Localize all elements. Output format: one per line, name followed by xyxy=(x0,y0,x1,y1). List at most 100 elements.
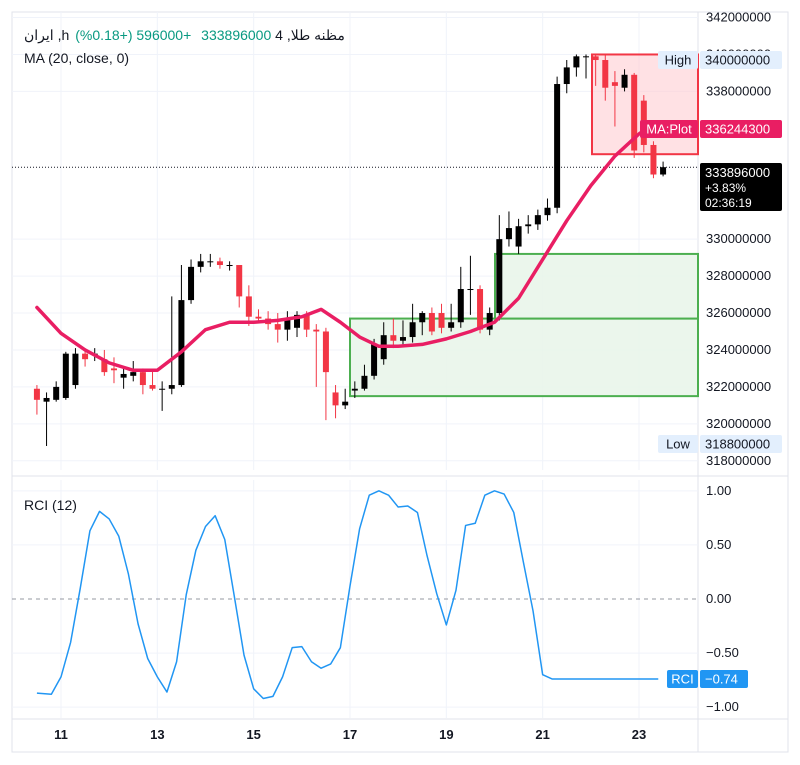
candle-body[interactable] xyxy=(592,56,599,61)
candle-body[interactable] xyxy=(477,289,484,330)
candle-body[interactable] xyxy=(660,167,667,175)
ma-legend[interactable]: MA (20, close, 0) xyxy=(24,50,129,66)
green-rectangle-lower[interactable] xyxy=(349,317,699,398)
rci-line[interactable] xyxy=(36,490,659,700)
rci-tag-label-bg xyxy=(667,670,698,688)
high-label: High xyxy=(665,53,692,68)
candle-body[interactable] xyxy=(448,322,455,328)
candle-body[interactable] xyxy=(139,372,146,386)
candle-body[interactable] xyxy=(467,289,474,291)
candle-body[interactable] xyxy=(399,337,406,341)
candle-body[interactable] xyxy=(284,318,291,330)
chart-frame xyxy=(11,11,789,753)
candle-body[interactable] xyxy=(611,82,618,86)
candle-body[interactable] xyxy=(554,84,561,208)
time-tick-label: 21 xyxy=(535,727,549,742)
candle-body[interactable] xyxy=(178,300,185,386)
candle-body[interactable] xyxy=(110,368,117,371)
ma-legend-label: MA (20, close, 0) xyxy=(24,50,130,66)
candle-body[interactable] xyxy=(419,313,426,323)
candle-body[interactable] xyxy=(438,313,445,328)
candle-body[interactable] xyxy=(650,144,657,175)
candle-body[interactable] xyxy=(534,215,541,225)
candle-body[interactable] xyxy=(313,329,320,332)
candle-body[interactable] xyxy=(168,385,175,389)
candle-body[interactable] xyxy=(486,313,493,330)
candle-body[interactable] xyxy=(602,60,609,88)
rci-line-series[interactable] xyxy=(36,490,659,700)
candle-body[interactable] xyxy=(294,314,301,328)
candle-body[interactable] xyxy=(120,373,127,378)
candle-body[interactable] xyxy=(43,397,50,402)
rci-tick-label: 0.50 xyxy=(706,537,731,552)
candle-body[interactable] xyxy=(563,67,570,85)
candle-body[interactable] xyxy=(53,386,60,400)
candle-body[interactable] xyxy=(361,375,368,389)
candle-body[interactable] xyxy=(457,289,464,323)
rci-grid xyxy=(12,490,698,708)
candle-body[interactable] xyxy=(216,261,223,266)
candle-body[interactable] xyxy=(505,228,512,240)
ma-line[interactable] xyxy=(35,122,656,373)
candle-body[interactable] xyxy=(409,322,416,338)
candle-body[interactable] xyxy=(130,372,137,376)
symbol-title[interactable]: ایران ,hمظنه طلا, 4 xyxy=(24,27,345,43)
candle-body[interactable] xyxy=(515,226,522,247)
candle-body[interactable] xyxy=(332,392,339,406)
price-tick-label: 320000000 xyxy=(706,416,771,431)
rci-tick-label: 0.00 xyxy=(706,591,731,606)
candle-body[interactable] xyxy=(245,296,252,317)
candle-body[interactable] xyxy=(525,224,532,227)
last-price-value: 333896000 xyxy=(705,165,770,180)
candle-body[interactable] xyxy=(188,266,195,301)
rci-legend[interactable]: RCI (12) xyxy=(24,497,77,513)
time-tick-label: 15 xyxy=(246,727,260,742)
price-tick-label: 338000000 xyxy=(706,83,771,98)
time-tick-label: 19 xyxy=(439,727,453,742)
candle-body[interactable] xyxy=(631,74,638,151)
candle-body[interactable] xyxy=(236,265,243,297)
candle-body[interactable] xyxy=(72,353,79,386)
candlestick-series[interactable] xyxy=(33,54,667,446)
green-rectangle-upper[interactable] xyxy=(494,252,699,320)
candle-body[interactable] xyxy=(322,331,329,373)
price-tick-label: 322000000 xyxy=(706,379,771,394)
candle-body[interactable] xyxy=(159,388,166,390)
ma-tag-label: MA:Plot xyxy=(646,122,692,137)
high-label-bg xyxy=(658,51,698,69)
candle-body[interactable] xyxy=(274,324,281,330)
rci-legend-label: RCI (12) xyxy=(24,497,77,513)
candle-body[interactable] xyxy=(197,261,204,267)
rci-axis[interactable]: 1.00 0.50 0.00 −0.50 −1.00 xyxy=(706,483,739,714)
candle-body[interactable] xyxy=(101,359,108,373)
candle-body[interactable] xyxy=(82,353,89,360)
candle-body[interactable] xyxy=(255,316,262,319)
ma-line-series[interactable] xyxy=(35,122,656,373)
candle-body[interactable] xyxy=(62,353,69,398)
last-price-bg xyxy=(700,163,782,211)
price-change: +596000 (+0.18%) xyxy=(75,27,192,43)
candle-body[interactable] xyxy=(226,265,233,267)
rci-tick-label: 1.00 xyxy=(706,483,731,498)
price-tick-label: 330000000 xyxy=(706,231,771,246)
candle-body[interactable] xyxy=(351,388,358,391)
legend-row: ایران ,hمظنه طلا, 4 333896000 +596000 (+… xyxy=(24,27,345,44)
rci-tick-label: −0.50 xyxy=(706,645,739,660)
candle-body[interactable] xyxy=(496,239,503,314)
candle-body[interactable] xyxy=(149,385,156,389)
candle-body[interactable] xyxy=(583,56,590,58)
candle-body[interactable] xyxy=(207,261,214,263)
time-axis[interactable]: 11 13 15 17 19 21 23 xyxy=(54,727,646,742)
candle-body[interactable] xyxy=(573,56,580,68)
candle-body[interactable] xyxy=(428,313,435,332)
candle-body[interactable] xyxy=(371,344,378,376)
candle-body[interactable] xyxy=(303,314,310,330)
price-axis[interactable]: 342000000 340000000 338000000 330000000 3280… xyxy=(706,10,771,468)
candle-body[interactable] xyxy=(33,388,40,400)
candle-body[interactable] xyxy=(342,401,349,406)
candle-body[interactable] xyxy=(390,335,397,341)
high-value: 340000000 xyxy=(705,53,770,68)
candle-body[interactable] xyxy=(621,74,628,88)
candle-body[interactable] xyxy=(544,207,551,216)
